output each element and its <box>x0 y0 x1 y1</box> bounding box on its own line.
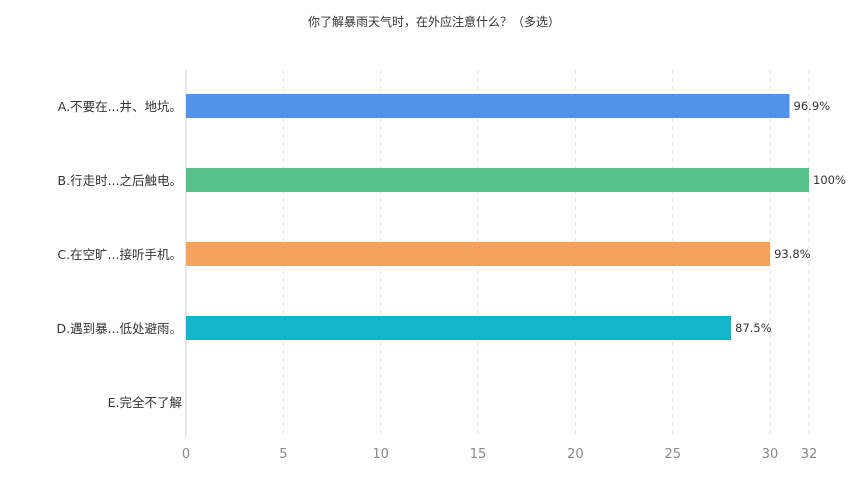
chart-title: 你了解暴雨天气时，在外应注意什么？（多选） <box>308 14 560 29</box>
category-label: D.遇到暴...低处避雨。 <box>56 321 182 336</box>
bars <box>186 94 809 340</box>
value-labels: 96.9% 100% 93.8% 87.5% <box>735 99 846 335</box>
category-label: A.不要在...井、地坑。 <box>58 99 182 114</box>
x-axis-ticks: 0 5 10 15 20 25 30 32 <box>182 447 817 462</box>
bar <box>186 94 790 118</box>
bar <box>186 242 771 266</box>
category-label: B.行走时...之后触电。 <box>58 173 182 188</box>
category-labels: A.不要在...井、地坑。 B.行走时...之后触电。 C.在空旷...接听手机。 D… <box>56 99 182 410</box>
x-tick-label: 20 <box>567 447 584 462</box>
x-tick-label: 25 <box>664 447 681 462</box>
value-label: 93.8% <box>774 247 811 261</box>
x-tick-label: 0 <box>182 447 190 462</box>
x-tick-label: 10 <box>372 447 389 462</box>
x-tick-label: 32 <box>801 447 818 462</box>
value-label: 96.9% <box>794 99 831 113</box>
category-label: C.在空旷...接听手机。 <box>57 247 182 262</box>
x-tick-label: 5 <box>279 447 287 462</box>
value-label: 100% <box>813 173 846 187</box>
bar <box>186 168 809 192</box>
category-label: E.完全不了解 <box>108 395 182 410</box>
x-tick-label: 15 <box>470 447 487 462</box>
bar <box>186 316 732 340</box>
value-label: 87.5% <box>735 321 772 335</box>
x-tick-label: 30 <box>762 447 779 462</box>
